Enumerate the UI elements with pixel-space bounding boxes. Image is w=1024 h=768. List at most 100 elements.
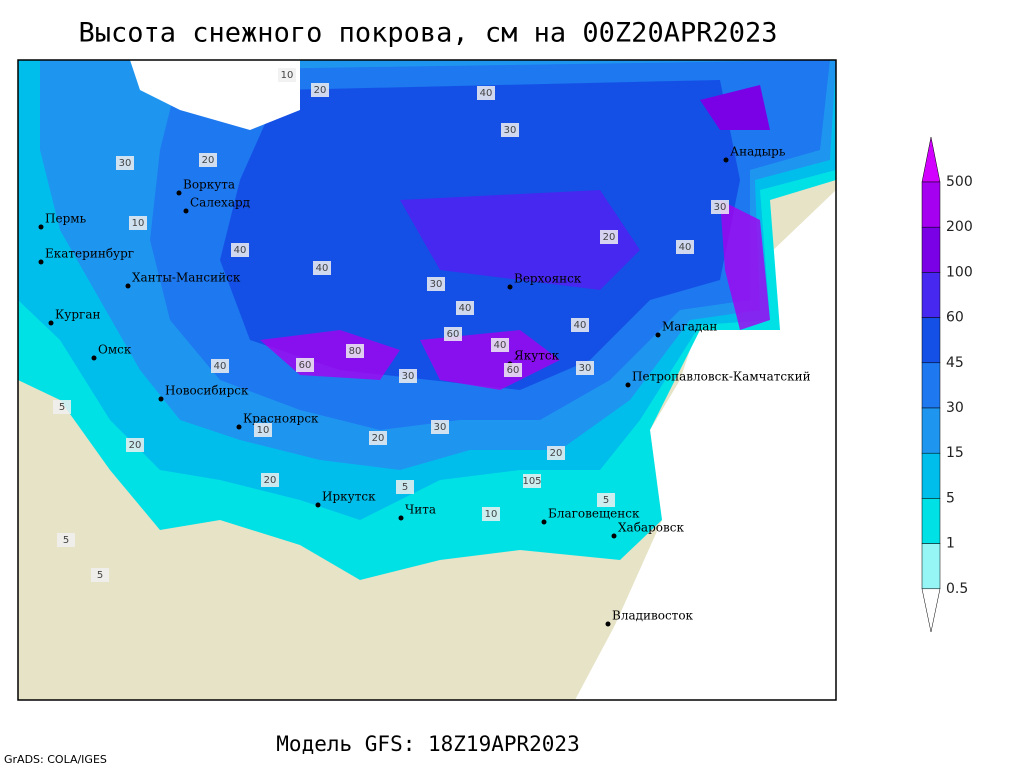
contour-label-box bbox=[456, 301, 474, 315]
city-label: Анадырь bbox=[730, 145, 786, 159]
contour-label-box bbox=[547, 446, 565, 460]
contour-label: 40 bbox=[679, 242, 692, 253]
legend-swatch bbox=[921, 498, 941, 544]
contour-label: 40 bbox=[214, 361, 227, 372]
city-label: Хабаровск bbox=[618, 521, 684, 535]
contour-label-box bbox=[369, 431, 387, 445]
legend-cap bbox=[921, 588, 941, 633]
contour-label: 5 bbox=[59, 402, 65, 413]
city-label: Пермь bbox=[45, 212, 87, 226]
contour-label-box bbox=[278, 68, 296, 82]
city-marker bbox=[91, 355, 97, 361]
legend-swatch bbox=[921, 226, 941, 273]
contour-label: 30 bbox=[430, 279, 443, 290]
legend-swatch bbox=[921, 452, 941, 499]
city-marker bbox=[655, 332, 661, 338]
credit: GrADS: COLA/IGES bbox=[4, 753, 107, 766]
contour-label: 20 bbox=[550, 448, 563, 459]
legend-label: 500 bbox=[946, 174, 973, 190]
contour-label-box bbox=[399, 369, 417, 383]
city-marker bbox=[398, 515, 404, 521]
legend-swatch bbox=[921, 272, 941, 318]
contour-label: 20 bbox=[264, 475, 277, 486]
city-marker bbox=[315, 502, 321, 508]
contour-label: 60 bbox=[299, 360, 312, 371]
city-marker bbox=[541, 519, 547, 525]
contour-label-box bbox=[296, 358, 314, 372]
contour-label-box bbox=[427, 277, 445, 291]
city-marker bbox=[605, 621, 611, 627]
city-label: Курган bbox=[55, 308, 100, 322]
map-frame bbox=[17, 59, 837, 701]
legend-label: 15 bbox=[946, 445, 964, 461]
contour-label: 80 bbox=[349, 346, 362, 357]
city-marker bbox=[48, 320, 54, 326]
contour-label-box bbox=[313, 261, 331, 275]
contour-label-box bbox=[597, 493, 615, 507]
legend-label: 1 bbox=[946, 536, 955, 552]
contour-label-box bbox=[57, 533, 75, 547]
legend-label: 200 bbox=[946, 219, 973, 235]
city-marker bbox=[38, 259, 44, 265]
contour-label: 10 bbox=[257, 425, 270, 436]
legend-label: 60 bbox=[946, 310, 964, 326]
snow-deep bbox=[700, 85, 770, 130]
city-marker bbox=[176, 190, 182, 196]
legend-label: 30 bbox=[946, 400, 964, 416]
contour-label-box bbox=[199, 153, 217, 167]
contour-label: 20 bbox=[603, 232, 616, 243]
contour-label-box bbox=[676, 240, 694, 254]
contour-label: 20 bbox=[372, 433, 385, 444]
contour-label: 30 bbox=[434, 422, 447, 433]
legend-label: 5 bbox=[946, 490, 955, 506]
city-marker bbox=[611, 533, 617, 539]
contour-label: 40 bbox=[574, 320, 587, 331]
legend-swatch bbox=[921, 543, 941, 590]
contour-label-box bbox=[491, 338, 509, 352]
contour-label: 5 bbox=[97, 570, 103, 581]
contour-label-box bbox=[711, 200, 729, 214]
contour-label-box bbox=[501, 123, 519, 137]
contour-label: 5 bbox=[603, 495, 609, 506]
contour-label-box bbox=[396, 480, 414, 494]
city-label: Владивосток bbox=[612, 609, 694, 623]
contour-label-box bbox=[126, 438, 144, 452]
city-marker bbox=[158, 396, 164, 402]
contour-label-box bbox=[504, 363, 522, 377]
contour-label-box bbox=[211, 359, 229, 373]
city-label: Красноярск bbox=[243, 412, 319, 426]
contour-label: 10 bbox=[485, 509, 498, 520]
legend-label: 100 bbox=[946, 264, 973, 280]
legend-label: 0.5 bbox=[946, 581, 968, 597]
contour-label-box bbox=[53, 400, 71, 414]
contour-label: 10 bbox=[281, 70, 294, 81]
city-label: Чита bbox=[405, 503, 436, 517]
city-label: Екатеринбург bbox=[45, 247, 134, 261]
city-label: Благовещенск bbox=[548, 507, 640, 521]
subtitle: Модель GFS: 18Z19APR2023 bbox=[276, 732, 579, 756]
contour-label: 5 bbox=[402, 482, 408, 493]
contour-label-box bbox=[523, 474, 541, 488]
contour-label-box bbox=[600, 230, 618, 244]
city-marker bbox=[38, 224, 44, 230]
city-marker bbox=[125, 283, 131, 289]
contour-label: 60 bbox=[447, 329, 460, 340]
title: Высота снежного покрова, см на 00Z20APR2… bbox=[79, 18, 778, 49]
contour-label: 30 bbox=[119, 158, 132, 169]
sea bbox=[130, 60, 300, 130]
contour-label-box bbox=[311, 83, 329, 97]
contour-label: 30 bbox=[402, 371, 415, 382]
city-label: Новосибирск bbox=[165, 384, 249, 398]
contour-label: 60 bbox=[507, 365, 520, 376]
city-label: Петропавловск-Камчатский bbox=[632, 370, 811, 384]
contour-label-box bbox=[576, 361, 594, 375]
contour-label-box bbox=[431, 420, 449, 434]
legend-swatch bbox=[921, 362, 941, 409]
city-label: Магадан bbox=[662, 320, 717, 334]
contour-label: 30 bbox=[714, 202, 727, 213]
city-marker bbox=[723, 157, 729, 163]
contour-label: 20 bbox=[314, 85, 327, 96]
legend-label: 45 bbox=[946, 355, 964, 371]
